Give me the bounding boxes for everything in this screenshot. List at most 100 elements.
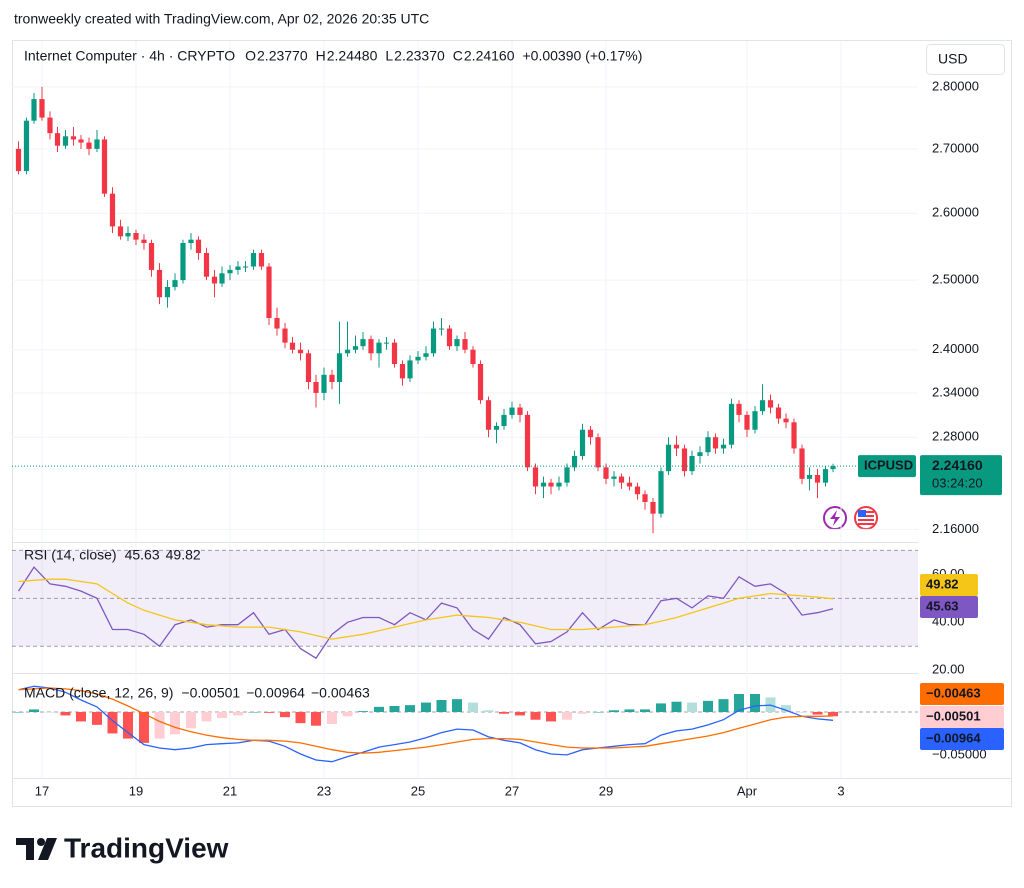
histogram-bar <box>608 710 619 712</box>
candle-body <box>352 346 359 350</box>
candle-body <box>618 476 625 483</box>
candle-body <box>587 429 594 438</box>
candle-body <box>39 99 45 118</box>
candle-body <box>399 363 406 379</box>
brand: TradingView <box>64 832 229 863</box>
candle-body <box>86 142 92 149</box>
histogram-bar <box>546 712 557 722</box>
candle-body <box>744 414 750 430</box>
logo-dot <box>37 838 45 846</box>
histogram-bar <box>718 699 729 712</box>
candle-body <box>329 374 335 382</box>
histogram-bar <box>60 712 71 716</box>
candle-body <box>634 486 641 495</box>
candle-body <box>117 226 124 237</box>
y-tick-label: 2.60000 <box>932 205 979 220</box>
histogram-bar <box>13 712 24 713</box>
histogram-bar <box>44 712 55 713</box>
candle-body <box>556 482 562 487</box>
legend-label: L <box>385 48 393 64</box>
legend-value: 2.23370 <box>394 48 445 64</box>
histogram-bar <box>217 712 228 718</box>
legend-change: +0.00390 (+0.17%) <box>523 48 643 64</box>
legend-label: C <box>453 48 463 64</box>
histogram-bar <box>122 712 133 739</box>
candle-body <box>305 353 312 382</box>
histogram-bar <box>201 712 212 722</box>
histogram-bar <box>577 712 588 714</box>
histogram-bar <box>420 702 431 712</box>
candle-body <box>258 253 265 267</box>
y-tick-label: 20.00 <box>932 662 965 677</box>
price-tag-bg <box>920 455 1002 496</box>
rsi-tag: 49.82 <box>926 576 959 591</box>
candle-body <box>235 266 241 270</box>
y-tick-label: 2.28000 <box>932 429 979 444</box>
histogram-bar <box>640 709 651 712</box>
histogram-bar <box>593 712 604 713</box>
candle-body <box>642 494 648 502</box>
histogram-bar <box>232 712 243 716</box>
price-tag: 2.24160 <box>932 457 983 473</box>
candle-body <box>603 467 609 479</box>
candle-body <box>548 482 554 487</box>
candle-body <box>564 467 570 483</box>
candle-body <box>415 356 421 361</box>
candle-body <box>125 233 131 237</box>
histogram-bar <box>248 712 259 713</box>
candle-body <box>383 342 390 344</box>
histogram-bar <box>389 706 400 712</box>
candle-body <box>94 139 100 149</box>
histogram-bar <box>561 712 572 720</box>
histogram-bar <box>185 712 196 729</box>
candle-body <box>101 139 108 194</box>
rsi-tag-bg <box>920 574 978 596</box>
histogram-bar <box>107 712 118 734</box>
macd-tag-bg <box>920 728 1004 750</box>
histogram-bar <box>154 712 165 739</box>
candle-body <box>650 501 656 514</box>
candle-body <box>493 426 500 430</box>
candle-body <box>47 117 53 134</box>
candle-body <box>540 482 547 487</box>
candle-body <box>148 242 155 270</box>
candle-body <box>54 133 61 146</box>
candle-body <box>78 139 84 143</box>
candle-body <box>501 414 507 427</box>
candle-body <box>571 455 578 468</box>
x-tick-label: 21 <box>223 783 237 798</box>
candle-body <box>822 469 829 483</box>
candle-body <box>368 339 374 354</box>
x-tick-label: 17 <box>35 783 49 798</box>
y-tick-label: 2.40000 <box>932 341 979 356</box>
candle-body <box>446 328 453 347</box>
x-tick-label: Apr <box>737 783 758 798</box>
candle-body <box>532 467 539 487</box>
candle-body <box>775 407 782 419</box>
candle-body <box>172 280 178 287</box>
candle-body <box>188 239 194 243</box>
histogram-bar <box>828 712 839 717</box>
histogram-bar <box>797 712 808 713</box>
candle-body <box>767 400 774 408</box>
histogram-bar <box>514 712 525 716</box>
candle-body <box>282 328 288 343</box>
histogram-bar <box>373 706 384 712</box>
legend-value: −0.00964 <box>246 685 305 701</box>
histogram-bar <box>28 709 39 712</box>
x-tick-label: 25 <box>411 783 425 798</box>
legend-value: 2.24480 <box>327 48 378 64</box>
candle-body <box>806 475 813 479</box>
legend-label: H <box>316 48 326 64</box>
x-tick-label: 27 <box>505 783 519 798</box>
candle-body <box>297 349 304 354</box>
currency[interactable]: USD <box>938 51 968 67</box>
legend-title: RSI (14, close) <box>24 547 117 563</box>
currency-button[interactable] <box>926 44 1005 75</box>
y-tick-label: 2.70000 <box>932 140 979 155</box>
candle-body <box>595 437 601 468</box>
x-tick-label: 29 <box>599 783 613 798</box>
macd-tag-bg <box>920 683 1004 705</box>
